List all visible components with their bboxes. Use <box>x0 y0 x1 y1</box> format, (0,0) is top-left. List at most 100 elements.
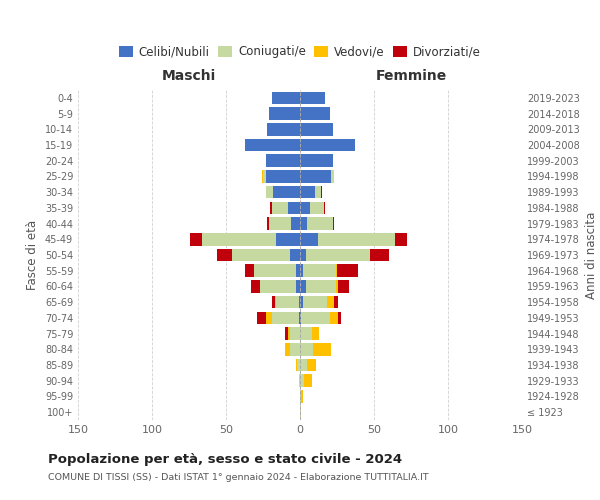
Bar <box>332 218 334 230</box>
Bar <box>285 343 290 355</box>
Bar <box>300 170 331 182</box>
Bar <box>251 280 260 292</box>
Bar <box>299 374 300 387</box>
Bar <box>303 264 335 277</box>
Bar <box>300 312 301 324</box>
Bar <box>304 374 312 387</box>
Bar <box>269 218 291 230</box>
Bar <box>306 280 335 292</box>
Bar <box>266 186 274 198</box>
Bar <box>296 358 297 372</box>
Bar <box>266 154 300 167</box>
Bar <box>313 343 331 355</box>
Bar <box>326 296 334 308</box>
Bar <box>303 296 326 308</box>
Bar <box>337 264 358 277</box>
Bar <box>299 312 300 324</box>
Bar <box>300 108 329 120</box>
Bar <box>315 186 321 198</box>
Bar <box>301 390 303 402</box>
Bar <box>296 264 300 277</box>
Bar <box>335 280 338 292</box>
Text: Maschi: Maschi <box>162 70 216 84</box>
Bar <box>300 154 332 167</box>
Bar <box>318 233 395 245</box>
Bar <box>307 358 316 372</box>
Bar <box>288 202 300 214</box>
Bar <box>202 233 277 245</box>
Bar <box>300 92 325 104</box>
Bar <box>275 296 277 308</box>
Y-axis label: Anni di nascita: Anni di nascita <box>585 212 598 298</box>
Bar <box>268 123 300 136</box>
Bar <box>217 248 232 262</box>
Bar <box>271 202 272 214</box>
Bar <box>338 312 341 324</box>
Bar <box>300 202 310 214</box>
Bar <box>301 312 329 324</box>
Bar <box>300 343 313 355</box>
Bar <box>300 280 306 292</box>
Bar <box>254 264 296 277</box>
Legend: Celibi/Nubili, Coniugati/e, Vedovi/e, Divorziati/e: Celibi/Nubili, Coniugati/e, Vedovi/e, Di… <box>116 43 484 61</box>
Bar <box>310 202 323 214</box>
Bar <box>334 296 338 308</box>
Bar <box>370 248 389 262</box>
Bar <box>321 186 322 198</box>
Bar <box>300 374 304 387</box>
Bar <box>245 138 300 151</box>
Bar <box>300 296 303 308</box>
Bar <box>300 406 301 418</box>
Bar <box>285 328 288 340</box>
Bar <box>300 328 312 340</box>
Bar <box>331 170 334 182</box>
Y-axis label: Fasce di età: Fasce di età <box>26 220 39 290</box>
Bar <box>300 264 303 277</box>
Bar <box>312 328 319 340</box>
Bar <box>300 123 332 136</box>
Bar <box>290 328 300 340</box>
Bar <box>297 358 300 372</box>
Bar <box>335 264 337 277</box>
Bar <box>272 202 288 214</box>
Bar <box>290 248 300 262</box>
Text: Femmine: Femmine <box>376 70 446 84</box>
Bar <box>395 233 407 245</box>
Bar <box>257 312 266 324</box>
Bar <box>277 296 299 308</box>
Bar <box>338 280 349 292</box>
Bar <box>245 264 254 277</box>
Bar <box>266 312 272 324</box>
Bar <box>262 170 263 182</box>
Bar <box>263 170 266 182</box>
Bar <box>288 328 290 340</box>
Bar <box>268 218 269 230</box>
Text: Popolazione per età, sesso e stato civile - 2024: Popolazione per età, sesso e stato civil… <box>48 452 402 466</box>
Bar <box>306 248 370 262</box>
Bar <box>300 390 301 402</box>
Bar <box>290 343 300 355</box>
Bar <box>291 218 300 230</box>
Bar <box>190 233 202 245</box>
Bar <box>272 296 275 308</box>
Bar <box>260 280 296 292</box>
Bar <box>296 280 300 292</box>
Bar <box>269 108 300 120</box>
Bar <box>272 92 300 104</box>
Bar <box>277 233 300 245</box>
Bar <box>300 186 315 198</box>
Bar <box>300 218 307 230</box>
Bar <box>323 202 325 214</box>
Bar <box>300 358 307 372</box>
Bar <box>232 248 290 262</box>
Bar <box>300 248 306 262</box>
Bar <box>272 312 299 324</box>
Bar <box>300 138 355 151</box>
Bar <box>274 186 300 198</box>
Bar <box>307 218 332 230</box>
Bar <box>329 312 338 324</box>
Bar <box>299 296 300 308</box>
Bar <box>266 170 300 182</box>
Text: COMUNE DI TISSI (SS) - Dati ISTAT 1° gennaio 2024 - Elaborazione TUTTITALIA.IT: COMUNE DI TISSI (SS) - Dati ISTAT 1° gen… <box>48 472 428 482</box>
Bar <box>300 233 318 245</box>
